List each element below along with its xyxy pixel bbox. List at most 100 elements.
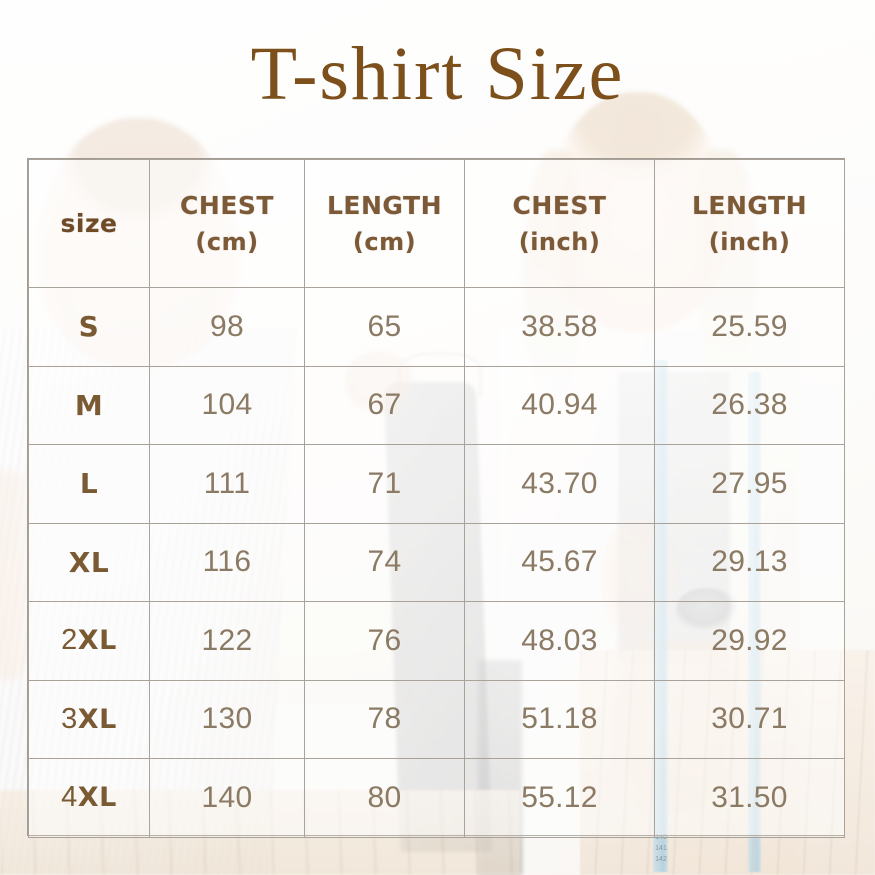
value-chest-cm: 98 xyxy=(210,309,244,343)
page-title: T-shirt Size xyxy=(250,32,625,116)
value-chest-cm: 140 xyxy=(201,780,253,814)
cell-length-cm: 78 xyxy=(304,679,465,759)
value-length-cm: 67 xyxy=(367,388,402,422)
column-header-chest-cm-unit: (cm) xyxy=(195,227,259,256)
column-header-chest-cm-text: CHEST (cm) xyxy=(150,188,304,260)
value-length-cm: 71 xyxy=(367,466,402,500)
cell-length-inch: 30.71 xyxy=(654,679,845,759)
size-label-suffix: XL xyxy=(77,703,117,735)
column-header-chest-cm: CHEST (cm) xyxy=(149,159,305,288)
column-header-chest-inch-text: CHEST (inch) xyxy=(465,188,654,260)
table-row: L 111 71 43.70 27.95 xyxy=(28,444,845,524)
cell-length-inch: 25.59 xyxy=(654,287,845,367)
cell-chest-inch: 38.58 xyxy=(464,287,655,367)
cell-size: 3XL xyxy=(28,679,150,759)
cell-size: L xyxy=(28,444,150,524)
size-label-prefix: 2 xyxy=(61,624,78,657)
column-header-chest-inch: CHEST (inch) xyxy=(464,159,655,288)
cell-chest-inch: 43.70 xyxy=(464,444,655,524)
cell-length-cm: 71 xyxy=(304,444,465,524)
size-label: L xyxy=(79,467,99,501)
column-header-chest-inch-unit: (inch) xyxy=(518,227,601,256)
table-row: S 98 65 38.58 25.59 xyxy=(28,287,845,367)
table-row: M 104 67 40.94 26.38 xyxy=(28,365,845,445)
table-row: XL 116 74 45.67 29.13 xyxy=(28,522,845,602)
column-header-length-inch-text: LENGTH (inch) xyxy=(655,188,844,260)
value-length-inch: 27.95 xyxy=(711,466,788,500)
column-header-length-inch: LENGTH (inch) xyxy=(654,159,845,288)
cell-chest-cm: 111 xyxy=(149,444,305,524)
value-chest-cm: 116 xyxy=(202,545,252,579)
cell-chest-cm: 116 xyxy=(149,522,305,602)
column-header-length-inch-unit: (inch) xyxy=(708,227,791,256)
cell-length-inch: 29.92 xyxy=(654,601,845,681)
size-label: S xyxy=(78,310,100,344)
cell-chest-inch: 40.94 xyxy=(464,365,655,445)
value-chest-cm: 104 xyxy=(201,388,253,422)
column-header-length-cm-text: LENGTH (cm) xyxy=(305,188,464,260)
column-header-length-cm-unit: (cm) xyxy=(352,227,417,256)
value-chest-inch: 40.94 xyxy=(521,388,598,422)
cell-length-cm: 76 xyxy=(304,601,465,681)
size-table-head: size CHEST (cm) LENGTH (cm) xyxy=(28,159,845,288)
value-length-inch: 29.13 xyxy=(711,545,788,579)
cell-length-inch: 26.38 xyxy=(654,365,845,445)
cell-chest-inch: 48.03 xyxy=(464,601,655,681)
value-chest-inch: 45.67 xyxy=(521,545,598,579)
column-header-chest-inch-name: CHEST xyxy=(512,190,607,220)
size-label-suffix: XL xyxy=(77,625,117,657)
value-length-inch: 29.92 xyxy=(711,623,788,657)
cell-chest-cm: 98 xyxy=(149,287,305,367)
cell-chest-inch: 55.12 xyxy=(464,758,655,838)
cell-size: XL xyxy=(28,522,150,602)
value-length-inch: 31.50 xyxy=(711,780,788,814)
size-label: XL xyxy=(68,545,110,579)
cell-size: M xyxy=(28,365,150,445)
value-length-inch: 25.59 xyxy=(711,309,788,343)
size-table: size CHEST (cm) LENGTH (cm) xyxy=(28,159,845,838)
value-length-cm: 76 xyxy=(367,623,402,657)
value-length-cm: 74 xyxy=(367,545,402,579)
cell-size: 2XL xyxy=(28,601,150,681)
table-row: 3XL 130 78 51.18 30.71 xyxy=(28,679,845,759)
value-length-inch: 30.71 xyxy=(711,702,788,736)
value-chest-inch: 55.12 xyxy=(521,780,598,814)
column-header-chest-cm-name: CHEST xyxy=(180,190,274,220)
value-chest-cm: 122 xyxy=(201,623,253,657)
value-length-cm: 80 xyxy=(367,780,402,814)
cell-length-inch: 27.95 xyxy=(654,444,845,524)
value-length-cm: 78 xyxy=(367,702,402,736)
cell-length-inch: 31.50 xyxy=(654,758,845,838)
value-chest-inch: 38.58 xyxy=(521,309,598,343)
cell-chest-inch: 45.67 xyxy=(464,522,655,602)
size-label: 2XL xyxy=(61,624,117,657)
cell-chest-cm: 122 xyxy=(149,601,305,681)
value-chest-inch: 51.18 xyxy=(521,702,598,736)
column-header-length-cm-name: LENGTH xyxy=(327,190,442,220)
size-label: M xyxy=(74,388,104,422)
value-chest-inch: 43.70 xyxy=(521,466,598,500)
cell-length-cm: 80 xyxy=(304,758,465,838)
cell-length-cm: 74 xyxy=(304,522,465,602)
size-label-suffix: XL xyxy=(77,782,117,814)
value-length-inch: 26.38 xyxy=(711,388,788,422)
table-row: 4XL 140 80 55.12 31.50 xyxy=(28,758,845,838)
column-header-size: size xyxy=(28,159,150,288)
column-header-length-cm: LENGTH (cm) xyxy=(304,159,465,288)
cell-chest-inch: 51.18 xyxy=(464,679,655,759)
value-chest-inch: 48.03 xyxy=(521,623,598,657)
cell-chest-cm: 140 xyxy=(149,758,305,838)
cell-length-inch: 29.13 xyxy=(654,522,845,602)
value-chest-cm: 130 xyxy=(201,702,253,736)
size-table-container: size CHEST (cm) LENGTH (cm) xyxy=(27,158,845,838)
size-label-prefix: 4 xyxy=(61,781,78,814)
cell-chest-cm: 104 xyxy=(149,365,305,445)
cell-size: 4XL xyxy=(28,758,150,838)
value-length-cm: 65 xyxy=(367,309,402,343)
column-header-size-label: size xyxy=(60,209,118,238)
cell-chest-cm: 130 xyxy=(149,679,305,759)
value-chest-cm: 111 xyxy=(203,466,251,500)
size-label: 3XL xyxy=(61,703,117,735)
